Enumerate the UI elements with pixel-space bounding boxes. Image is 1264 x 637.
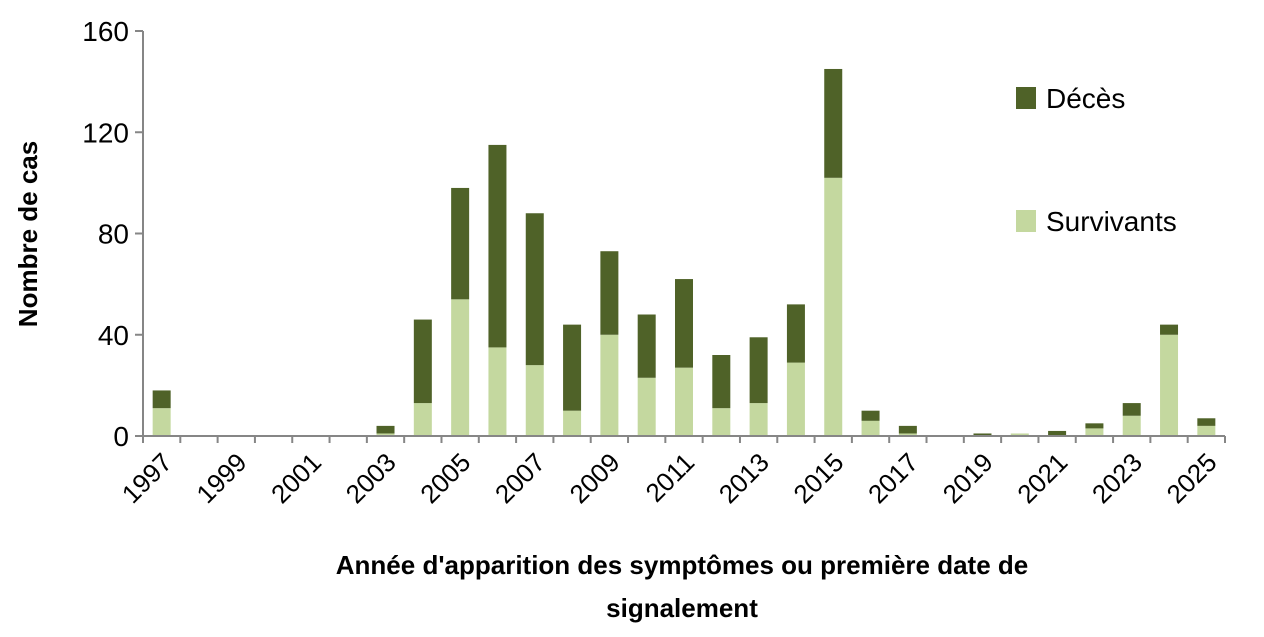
- x-tick-label-1997: 1997: [116, 447, 178, 509]
- bar-dcs-2008: [563, 324, 582, 411]
- bar-survivants-2022: [1085, 428, 1104, 436]
- bar-survivants-2012: [712, 408, 731, 436]
- bar-dcs-2013: [749, 337, 768, 404]
- bar-survivants-2024: [1160, 334, 1179, 436]
- bar-survivants-1997: [152, 408, 171, 436]
- y-tick-label-120: 120: [82, 117, 129, 148]
- y-tick-label-160: 160: [82, 16, 129, 47]
- x-tick-label-2017: 2017: [862, 447, 924, 509]
- x-tick-label-2023: 2023: [1086, 447, 1148, 509]
- y-ticks: 0 40 80 120 160: [82, 16, 143, 452]
- legend-label-survivants: Survivants: [1046, 206, 1177, 237]
- bar-dcs-2019: [973, 433, 992, 436]
- bar-survivants-2025: [1197, 425, 1216, 437]
- x-tick-label-2001: 2001: [265, 447, 327, 509]
- x-tick-label-2003: 2003: [340, 447, 402, 509]
- bar-dcs-2009: [600, 251, 619, 335]
- x-tick-label-1999: 1999: [190, 447, 252, 509]
- y-tick-label-80: 80: [98, 219, 129, 250]
- x-tick-label-2025: 2025: [1160, 447, 1222, 509]
- legend-swatch-deces: [1016, 87, 1036, 109]
- bar-dcs-2011: [675, 279, 693, 368]
- legend-swatch-survivants: [1016, 210, 1036, 232]
- bar-dcs-2012: [712, 355, 731, 409]
- bar-dcs-2010: [637, 314, 656, 378]
- bar-survivants-2008: [563, 410, 582, 436]
- bar-dcs-2022: [1085, 423, 1104, 429]
- bar-dcs-2015: [824, 68, 843, 178]
- x-tick-label-2009: 2009: [564, 447, 626, 509]
- bar-survivants-2011: [675, 367, 693, 436]
- x-tick-label-2011: 2011: [639, 447, 700, 508]
- x-tick-label-2013: 2013: [713, 447, 775, 509]
- bar-dcs-2025: [1197, 418, 1216, 426]
- bar-dcs-2007: [525, 213, 544, 366]
- bars-layer: [152, 68, 1216, 437]
- y-axis-title: Nombre de cas: [13, 141, 43, 327]
- bar-dcs-2017: [898, 425, 917, 434]
- bar-survivants-2017: [898, 433, 917, 436]
- bar-survivants-2010: [637, 377, 656, 436]
- x-tick-label-2021: 2021: [1011, 447, 1073, 509]
- bar-survivants-2003: [376, 433, 395, 436]
- bar-survivants-2016: [861, 420, 880, 436]
- bar-dcs-2024: [1160, 324, 1179, 335]
- x-tick-label-2015: 2015: [787, 447, 849, 509]
- legend: Décès Survivants: [1016, 83, 1177, 237]
- x-tick-label-2005: 2005: [414, 447, 476, 509]
- x-tick-label-2019: 2019: [937, 447, 999, 509]
- x-axis-title-line2: signalement: [606, 593, 758, 623]
- bar-dcs-2005: [451, 187, 470, 300]
- bar-dcs-2023: [1122, 403, 1141, 416]
- bar-dcs-2016: [861, 410, 880, 421]
- bar-dcs-2003: [376, 425, 395, 434]
- bar-survivants-2004: [413, 403, 432, 436]
- bar-survivants-2006: [488, 347, 507, 436]
- bar-survivants-2020: [1010, 433, 1029, 436]
- legend-label-deces: Décès: [1046, 83, 1125, 114]
- bar-survivants-2013: [749, 403, 768, 436]
- bar-dcs-2006: [488, 144, 507, 348]
- bar-dcs-2004: [413, 319, 432, 404]
- bar-survivants-2023: [1122, 415, 1141, 436]
- bar-dcs-2014: [786, 304, 805, 363]
- bar-survivants-2005: [451, 299, 470, 436]
- x-axis-title-line1: Année d'apparition des symptômes ou prem…: [336, 550, 1028, 580]
- bar-survivants-2007: [525, 365, 544, 437]
- x-tick-label-2007: 2007: [489, 447, 551, 509]
- bar-survivants-2014: [786, 362, 805, 436]
- y-tick-label-0: 0: [113, 421, 129, 452]
- bar-dcs-1997: [152, 390, 171, 409]
- bar-survivants-2015: [824, 177, 843, 436]
- bar-survivants-2009: [600, 334, 619, 436]
- y-tick-label-40: 40: [98, 320, 129, 351]
- x-ticks: 1997 1999 2001 2003 2005 2007 2009 2011 2013 2015…: [116, 436, 1226, 509]
- bar-dcs-2021: [1048, 430, 1067, 436]
